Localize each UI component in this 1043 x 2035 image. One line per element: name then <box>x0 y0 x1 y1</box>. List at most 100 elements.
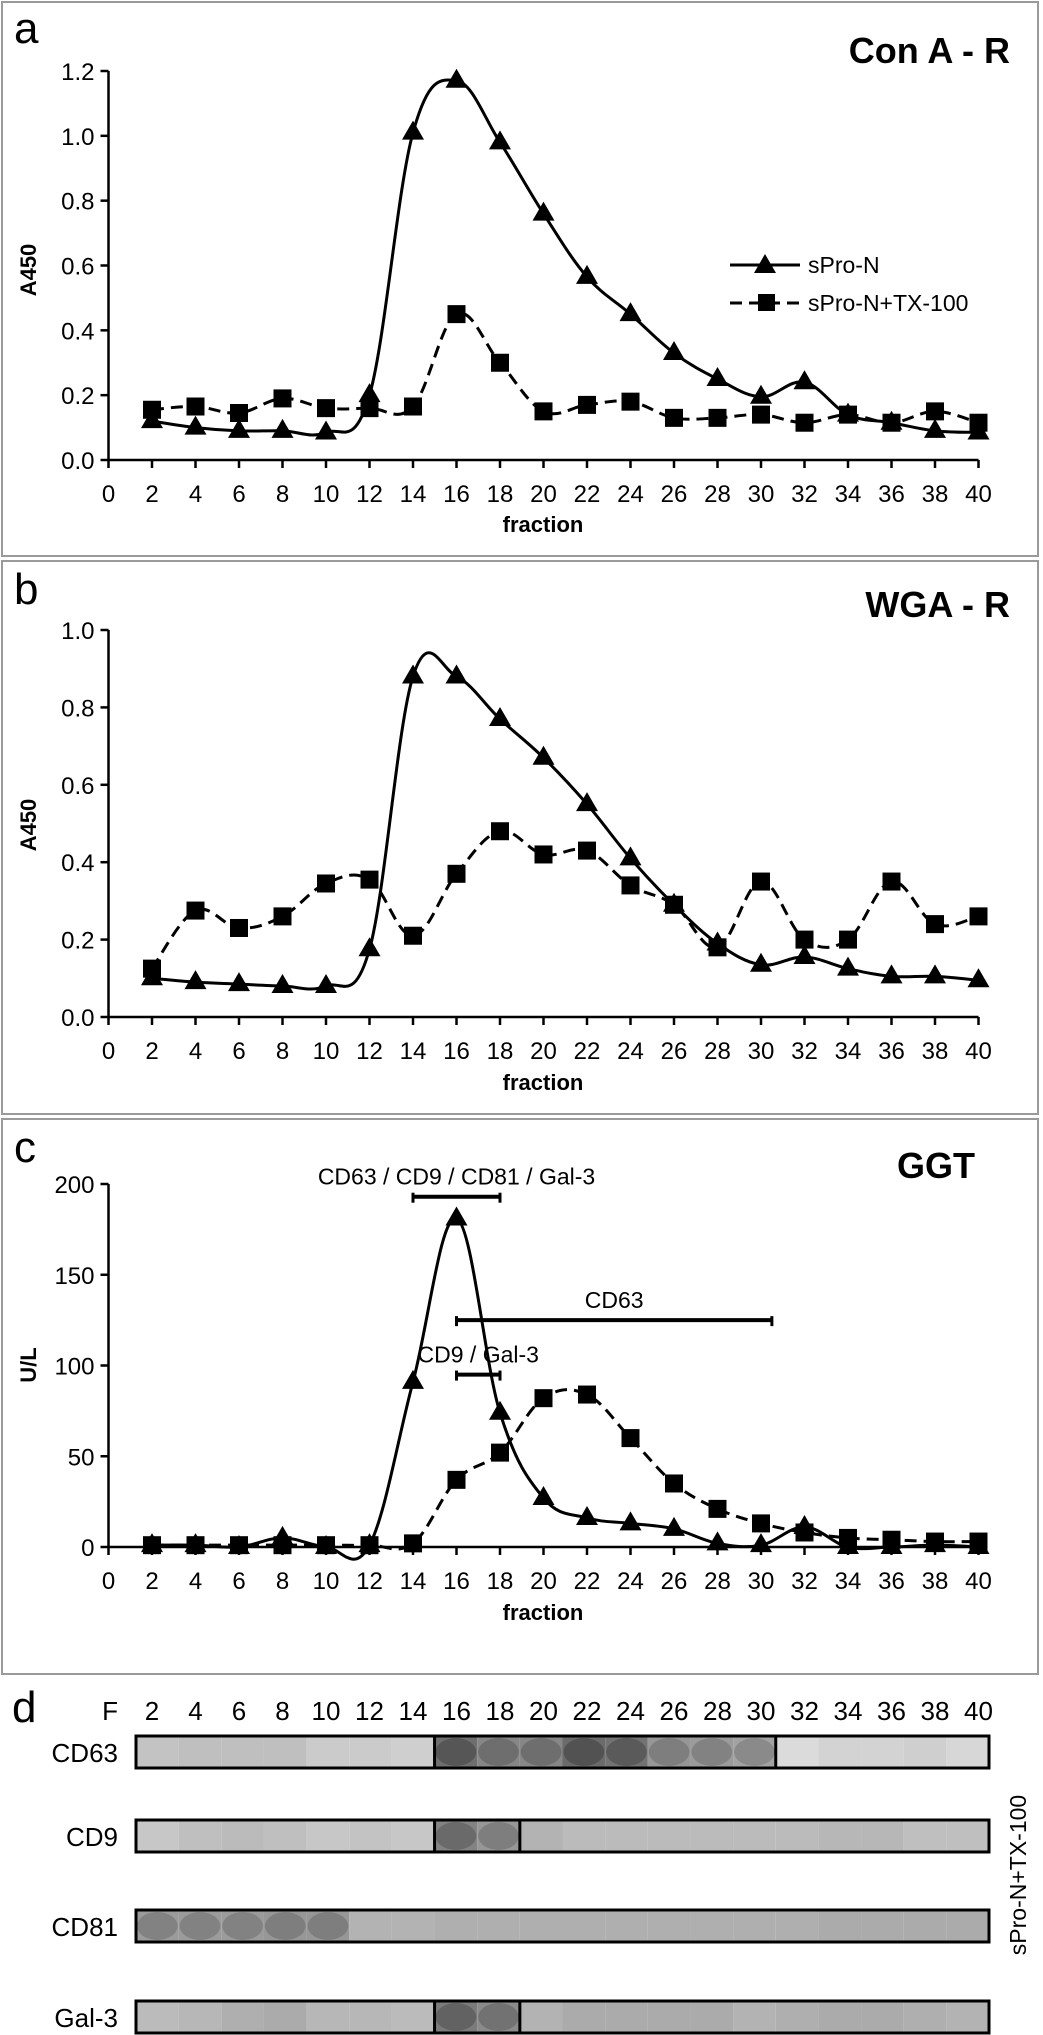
x-tick-label: 30 <box>748 1568 775 1595</box>
data-point-square <box>621 1429 640 1448</box>
blot-lane <box>221 1736 264 1768</box>
panel-b-frame <box>1 560 1039 1115</box>
panel-letter-d: d <box>12 1683 36 1732</box>
data-point-triangle <box>967 968 990 988</box>
blot-fraction-label: 16 <box>442 1696 471 1726</box>
x-tick-label: 30 <box>748 1038 775 1065</box>
x-tick-label: 24 <box>617 1568 644 1595</box>
data-point-triangle <box>706 1531 729 1551</box>
blot-band <box>435 1822 477 1850</box>
y-axis-title: U/L <box>16 1347 41 1382</box>
y-tick-label: 0.6 <box>61 773 94 800</box>
blot-panel: F 2 4 6 8 10 12 14 16 18 20 22 24 26 28 30 32 34 36 38 40 C… <box>52 1696 1031 2035</box>
data-point-square <box>882 1530 901 1549</box>
x-tick-label: 0 <box>102 1568 115 1595</box>
blot-lane <box>775 1910 819 1942</box>
y-tick-label: 100 <box>54 1354 94 1381</box>
x-tick-label: 10 <box>313 1038 340 1065</box>
data-point-square <box>578 841 596 860</box>
blot-lane <box>647 1910 691 1942</box>
data-point-triangle <box>358 937 381 957</box>
blot-lane <box>861 1736 904 1768</box>
data-point-square <box>317 874 335 893</box>
x-tick-label: 30 <box>748 481 775 508</box>
blot-fraction-label: 36 <box>877 1696 906 1726</box>
blot-row-label: CD9 <box>66 1822 118 1852</box>
blot-row: CD9 <box>66 1818 991 1854</box>
panel-letter-a: a <box>14 4 39 53</box>
y-tick-label: 0 <box>81 1535 94 1562</box>
panel-b-title: WGA - R <box>865 584 1010 625</box>
y-tick-label: 200 <box>54 1172 94 1199</box>
blot-band <box>435 2003 477 2031</box>
annotation-label: CD63 / CD9 / CD81 / Gal-3 <box>318 1164 595 1190</box>
panel-a-title: Con A - R <box>849 30 1010 71</box>
x-tick-label: 14 <box>400 1038 427 1065</box>
x-tick-label: 8 <box>276 481 289 508</box>
blot-band <box>222 1912 263 1940</box>
data-point-triangle <box>445 1206 468 1226</box>
x-tick-label: 24 <box>617 481 644 508</box>
blot-band <box>307 1912 349 1940</box>
legend-square-icon <box>758 294 775 311</box>
blot-lane <box>477 1910 520 1942</box>
blot-fraction-label: 6 <box>232 1696 246 1726</box>
panel-c-frame <box>1 1118 1039 1675</box>
blot-band <box>563 1738 605 1766</box>
blot-lane <box>647 1820 691 1852</box>
blot-row: CD63 <box>52 1734 991 1770</box>
data-point-square <box>273 907 292 926</box>
data-point-square <box>708 1499 727 1518</box>
blot-band <box>734 1738 775 1766</box>
blot-lane <box>519 2001 563 2033</box>
x-tick-label: 14 <box>400 1568 427 1595</box>
data-point-triangle <box>402 664 424 684</box>
x-tick-label: 26 <box>661 1038 688 1065</box>
blot-lane <box>690 1910 734 1942</box>
data-point-square <box>491 353 509 372</box>
annotation-label: CD63 <box>585 1287 644 1313</box>
data-point-triangle <box>619 1511 642 1531</box>
data-point-square <box>447 1470 466 1489</box>
x-tick-label: 36 <box>878 1568 905 1595</box>
blot-header-label: F <box>102 1696 118 1726</box>
x-tick-label: 40 <box>965 1038 992 1065</box>
series-line-spro-n <box>151 651 979 991</box>
blot-lane <box>733 1820 776 1852</box>
x-tick-label: 38 <box>922 481 949 508</box>
blot-band <box>435 1738 477 1766</box>
data-point-square <box>578 1385 596 1404</box>
y-tick-label: 0.4 <box>61 850 94 877</box>
y-tick-label: 0.8 <box>61 189 94 216</box>
y-tick-label: 0.2 <box>61 383 94 410</box>
data-point-square <box>665 895 683 914</box>
blot-lane <box>861 1820 904 1852</box>
blot-lane <box>861 2001 904 2033</box>
series-line-spro-n-tx <box>152 1388 979 1551</box>
data-point-triangle <box>184 415 207 435</box>
blot-lane <box>818 1820 862 1852</box>
blot-fraction-label: 12 <box>355 1696 384 1726</box>
data-point-square <box>882 413 901 432</box>
data-point-triangle <box>315 420 337 440</box>
x-tick-label: 18 <box>487 481 514 508</box>
data-point-square <box>882 872 901 891</box>
panel-letter-c: c <box>14 1123 36 1172</box>
data-point-square <box>404 397 422 416</box>
data-point-square <box>404 1534 422 1553</box>
blot-lane <box>136 1736 179 1768</box>
blot-lane <box>775 1736 819 1768</box>
blot-strip-border <box>134 1818 991 1854</box>
blot-lane <box>946 2001 989 2033</box>
blot-band <box>520 1738 562 1766</box>
panel-letter-b: b <box>14 565 38 614</box>
y-axis-title: A450 <box>16 244 41 297</box>
blot-lane <box>519 1910 563 1942</box>
blot-band <box>478 1738 519 1766</box>
x-tick-label: 0 <box>102 481 115 508</box>
y-tick-label: 1.2 <box>61 59 94 86</box>
x-tick-label: 16 <box>443 1038 470 1065</box>
blot-lane <box>733 2001 776 2033</box>
x-tick-label: 40 <box>965 1568 992 1595</box>
